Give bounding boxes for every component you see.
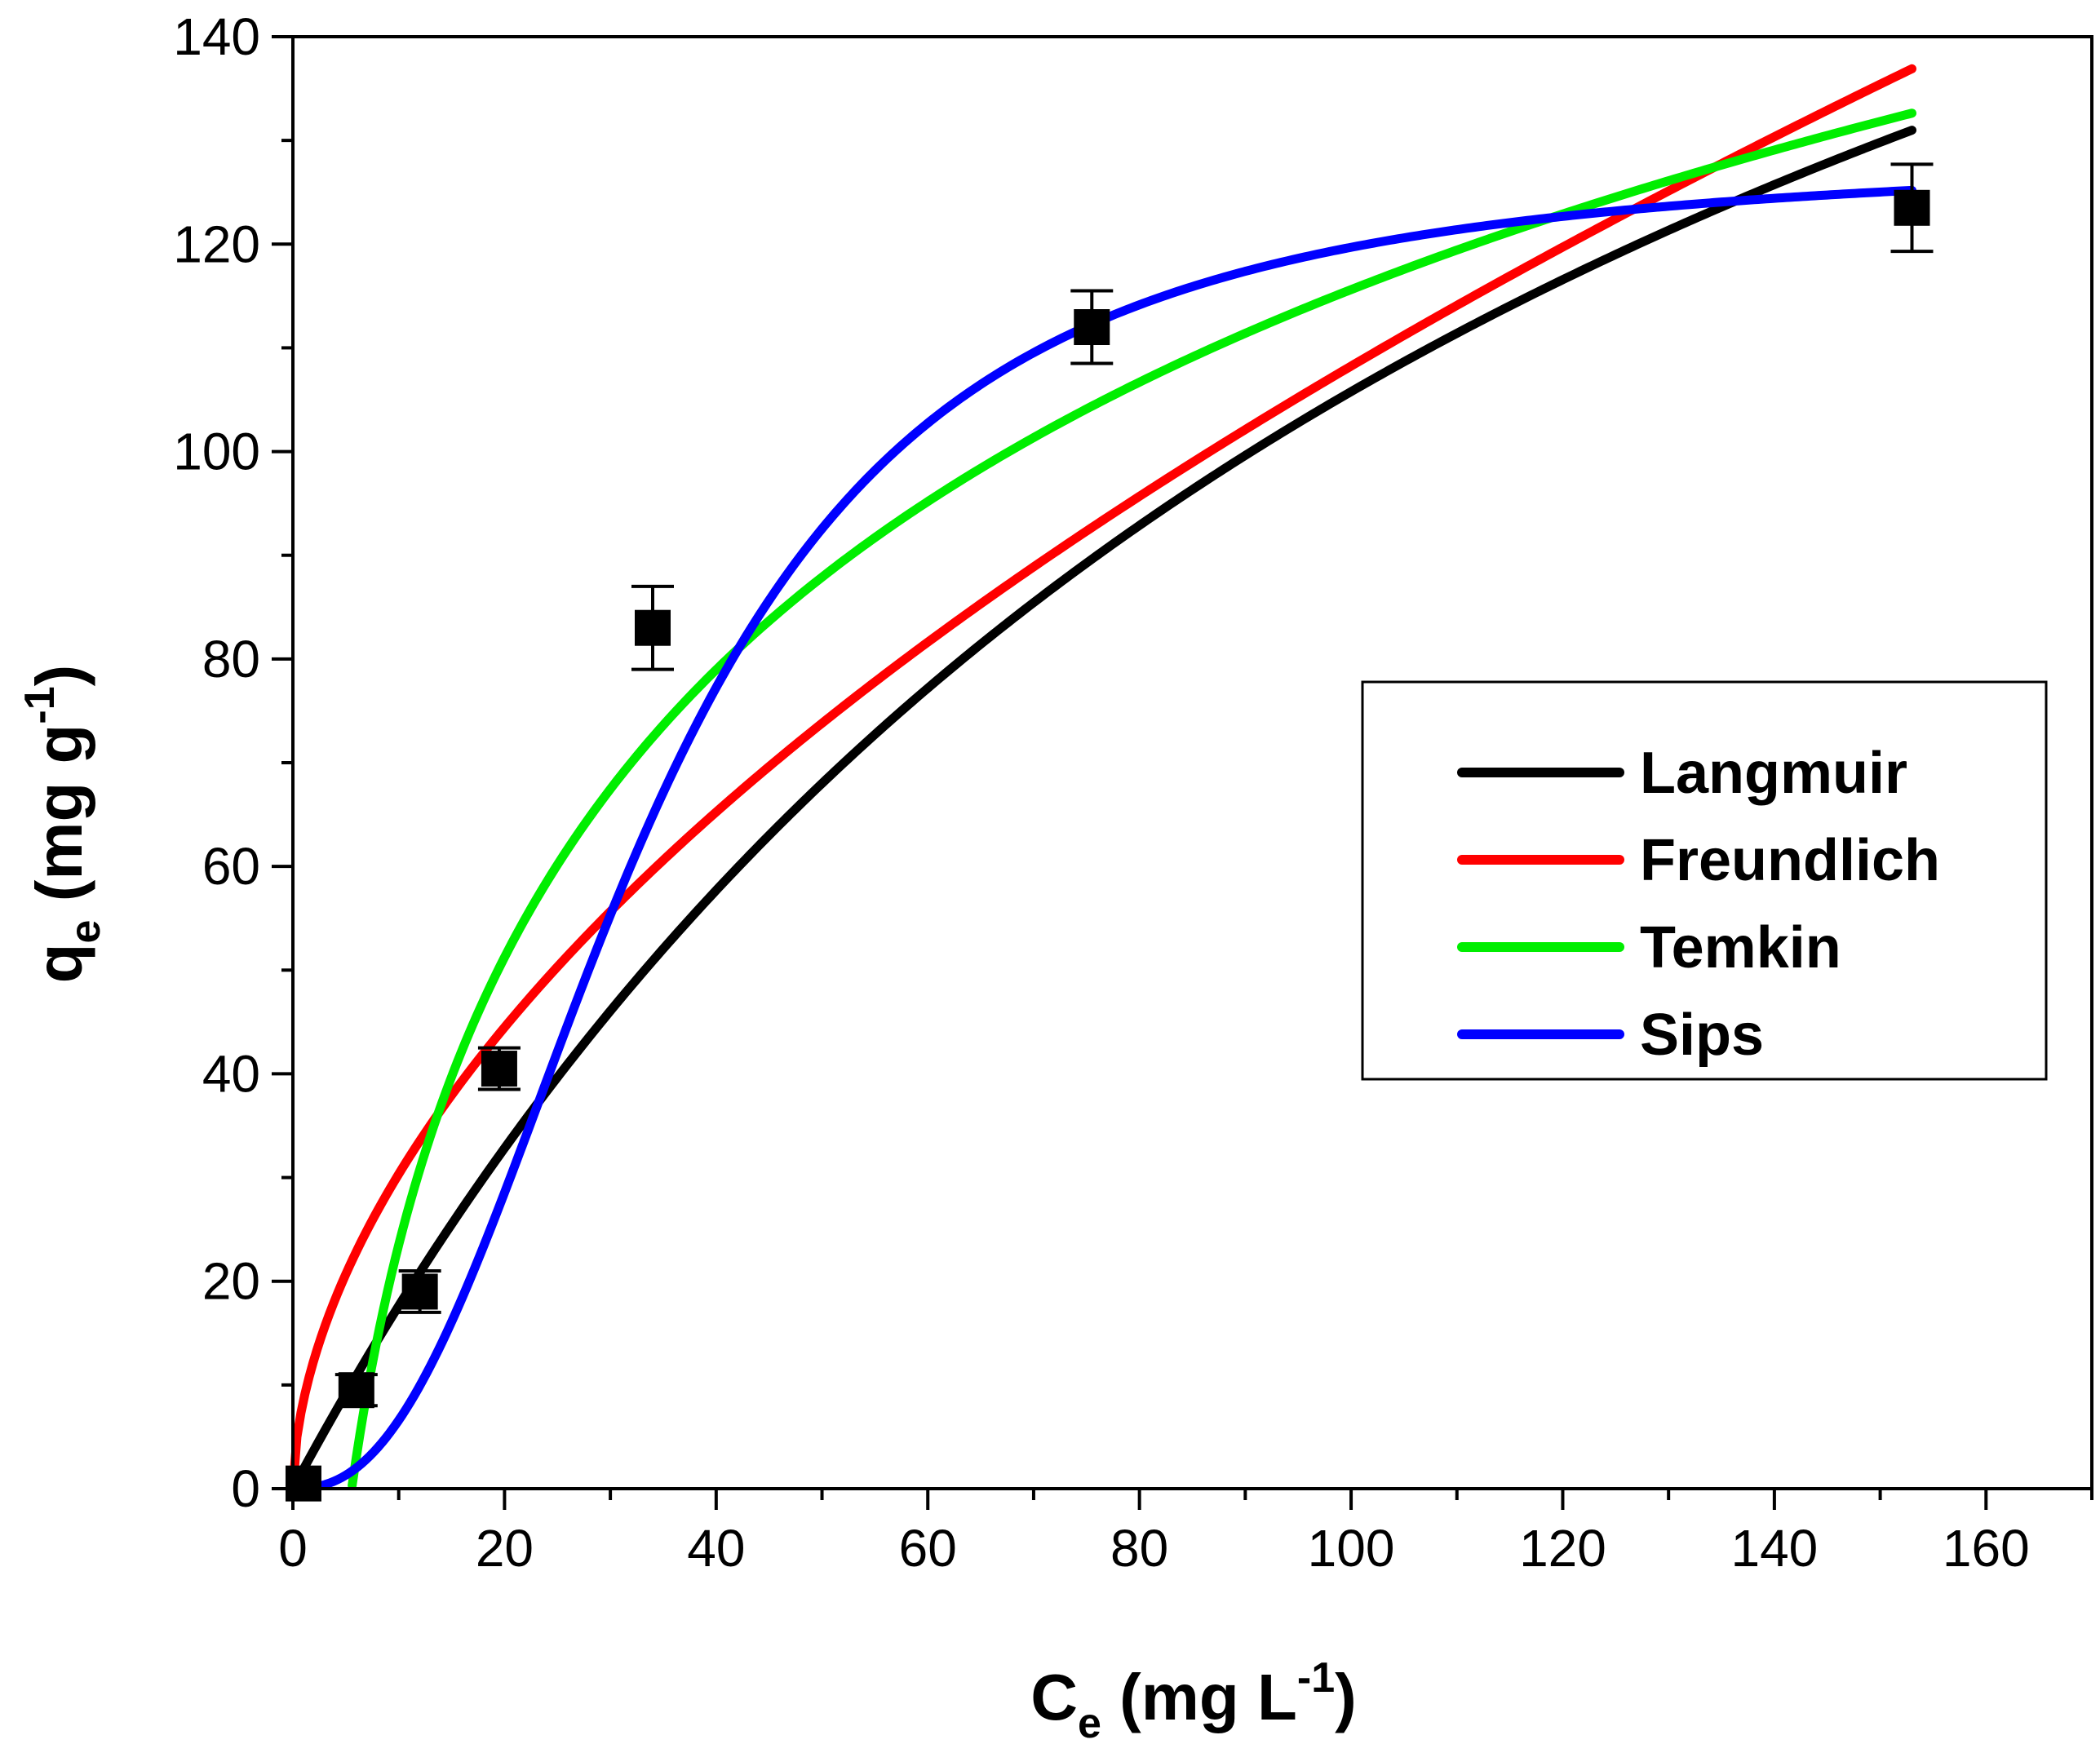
x-tick-label: 60 <box>899 1519 957 1578</box>
data-point <box>401 1273 438 1310</box>
x-tick-label: 20 <box>476 1519 534 1578</box>
data-point <box>338 1372 374 1409</box>
curve-temkin <box>348 108 1916 1490</box>
x-tick-label: 0 <box>278 1519 308 1578</box>
y-tick-label: 120 <box>173 215 260 273</box>
legend-label-temkin: Temkin <box>1640 915 1841 980</box>
legend-label-freundlich: Freundlich <box>1640 828 1940 893</box>
curve-langmuir <box>288 126 1916 1494</box>
y-tick-label: 40 <box>202 1044 260 1103</box>
y-axis-title-main: q <box>23 943 95 983</box>
legend-label-langmuir: Langmuir <box>1640 741 1907 806</box>
y-tick-label: 140 <box>173 7 260 66</box>
legend-label-sips: Sips <box>1640 1003 1764 1068</box>
y-axis-title-close: ) <box>23 665 95 687</box>
x-axis-title-close: ) <box>1335 1661 1357 1733</box>
data-point <box>1074 309 1110 345</box>
y-tick-label: 60 <box>202 837 260 896</box>
x-tick-label: 100 <box>1308 1519 1395 1578</box>
y-axis-title: qe (mg g-1) <box>16 665 109 984</box>
x-tick-label: 160 <box>1943 1519 2030 1578</box>
y-axis-title-sub: e <box>62 920 109 944</box>
data-point <box>481 1051 517 1087</box>
y-tick-label: 0 <box>231 1459 260 1518</box>
x-axis-title: Ce (mg L-1) <box>1030 1654 1357 1744</box>
y-axis-ticks: 0 20 40 60 80 100 120 140 <box>173 7 293 1518</box>
x-tick-label: 120 <box>1519 1519 1606 1578</box>
x-axis-title-sub: e <box>1078 1700 1101 1744</box>
legend-box <box>1361 680 2048 1081</box>
x-tick-label: 140 <box>1730 1519 1818 1578</box>
x-axis-title-sup: -1 <box>1297 1654 1335 1702</box>
y-axis-title-unit: (mg g <box>23 724 95 920</box>
legend: Langmuir Freundlich Temkin Sips <box>1361 680 2048 1081</box>
x-axis-ticks: 0 20 40 60 80 100 120 140 160 <box>278 1489 2093 1578</box>
data-point <box>285 1465 321 1502</box>
data-point <box>635 609 671 646</box>
x-axis-title-main: C <box>1030 1661 1078 1733</box>
y-tick-label: 100 <box>173 423 260 481</box>
y-tick-label: 80 <box>202 630 260 688</box>
y-tick-label: 20 <box>202 1252 260 1311</box>
data-point <box>1894 189 1930 226</box>
x-axis-title-unit: (mg L <box>1101 1661 1297 1733</box>
x-tick-label: 40 <box>687 1519 745 1578</box>
data-points <box>285 162 1934 1502</box>
x-tick-label: 80 <box>1110 1519 1168 1578</box>
y-axis-title-sup: -1 <box>16 686 64 724</box>
